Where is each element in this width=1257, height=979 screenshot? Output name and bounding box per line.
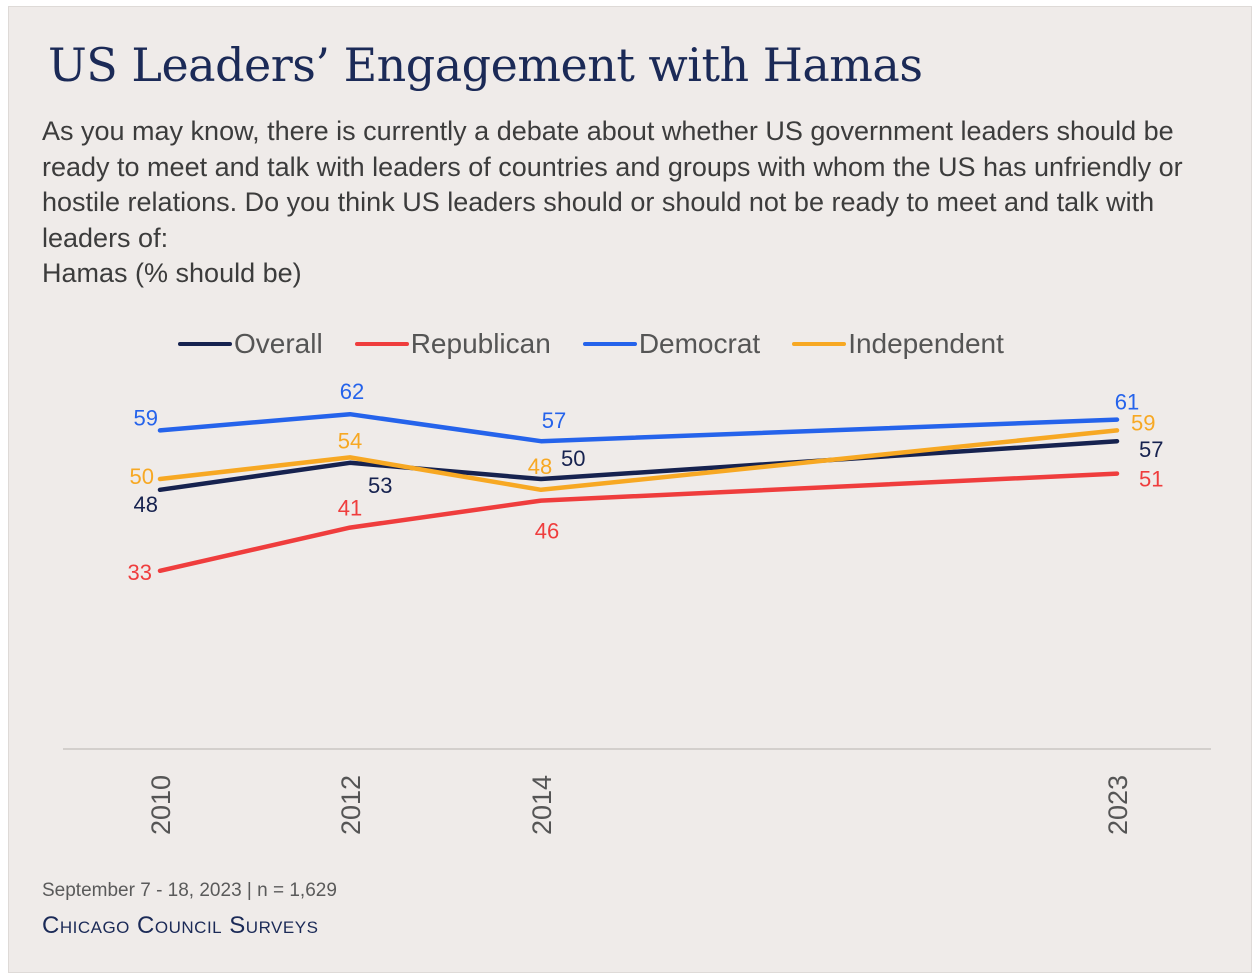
survey-question: As you may know, there is currently a de… xyxy=(42,116,1183,253)
data-label-independent: 59 xyxy=(1131,410,1155,435)
data-label-independent: 48 xyxy=(528,454,552,479)
data-label-independent: 50 xyxy=(130,464,154,489)
chart-card xyxy=(8,6,1252,973)
data-label-democrat: 59 xyxy=(134,405,158,430)
source-brand: Chicago Council Surveys xyxy=(42,912,319,939)
legend-swatch-overall xyxy=(178,342,232,346)
data-label-democrat: 62 xyxy=(340,379,364,404)
survey-unit: (% should be) xyxy=(127,258,302,288)
chart-title: US Leaders’ Engagement with Hamas xyxy=(48,38,923,92)
legend-label-overall: Overall xyxy=(234,328,323,359)
x-tick-label: 2023 xyxy=(1103,775,1133,835)
legend-item-overall: Overall xyxy=(178,328,323,360)
data-label-overall: 57 xyxy=(1139,437,1163,462)
legend-label-republican: Republican xyxy=(410,328,551,359)
data-label-republican: 33 xyxy=(128,560,152,585)
x-tick-label: 2010 xyxy=(146,775,176,835)
chart-subtitle: As you may know, there is currently a de… xyxy=(42,114,1202,292)
data-label-democrat: 61 xyxy=(1115,390,1139,415)
x-tick-label: 2012 xyxy=(336,775,366,835)
legend-label-democrat: Democrat xyxy=(638,328,761,359)
series-line-independent xyxy=(157,428,1120,493)
series-line-democrat xyxy=(157,411,1120,444)
survey-note: September 7 - 18, 2023 | n = 1,629 xyxy=(42,880,337,901)
legend-item-democrat: Democrat xyxy=(582,328,761,360)
chart-legend: Overall Republican Democrat Independent xyxy=(178,328,1036,360)
data-label-republican: 41 xyxy=(338,496,362,521)
data-label-independent: 54 xyxy=(338,428,362,453)
legend-item-independent: Independent xyxy=(792,328,1004,360)
data-label-republican: 46 xyxy=(535,519,559,544)
legend-item-republican: Republican xyxy=(354,328,551,360)
series-line-republican xyxy=(157,471,1120,574)
legend-swatch-republican xyxy=(354,342,409,346)
legend-swatch-independent xyxy=(792,342,847,346)
data-label-democrat: 57 xyxy=(542,408,566,433)
data-label-overall: 50 xyxy=(561,446,585,471)
x-tick-label: 2014 xyxy=(527,775,557,835)
legend-label-independent: Independent xyxy=(848,328,1004,359)
data-label-republican: 51 xyxy=(1139,467,1163,492)
survey-topic: Hamas xyxy=(42,258,128,288)
data-label-overall: 53 xyxy=(368,473,392,498)
legend-swatch-democrat xyxy=(582,342,637,346)
data-label-overall: 48 xyxy=(134,492,158,517)
